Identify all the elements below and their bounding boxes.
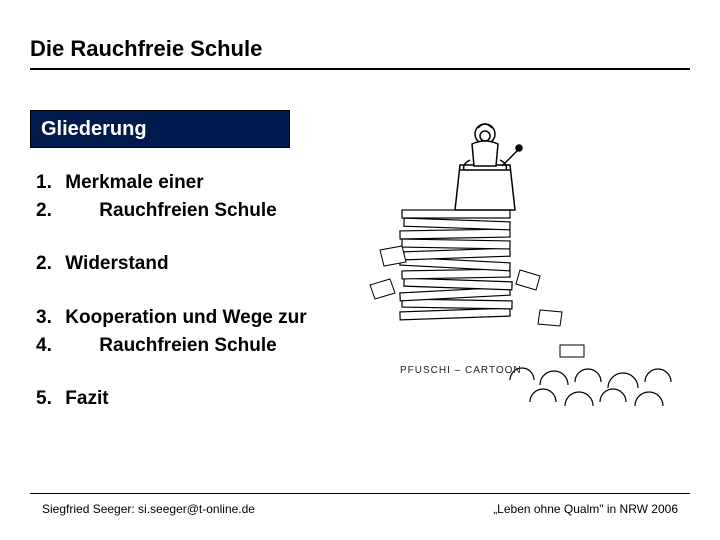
footer-right: „Leben ohne Qualm" in NRW 2006 [493, 502, 678, 516]
slide: Die Rauchfreie Schule Gliederung 1. Merk… [0, 0, 720, 540]
outline-item-3: 3. Kooperation und Wege zur 4. Rauchfrei… [36, 305, 376, 358]
outline-num-3b: 4. [36, 333, 60, 359]
subtitle-box: Gliederung [30, 110, 290, 148]
outline-text-3b: Rauchfreien Schule [65, 335, 276, 356]
outline-text-2: Widerstand [65, 253, 168, 274]
outline-text-1a: Merkmale einer [65, 172, 203, 193]
outline-num-4: 5. [36, 386, 60, 412]
page-title: Die Rauchfreie Schule [30, 36, 690, 62]
subtitle-text: Gliederung [41, 118, 147, 141]
outline-list: 1. Merkmale einer 2. Rauchfreien Schule … [36, 170, 376, 440]
outline-item-2: 2. Widerstand [36, 251, 376, 277]
outline-num-1a: 1. [36, 170, 60, 196]
outline-text-4: Fazit [65, 388, 108, 409]
outline-num-1b: 2. [36, 198, 60, 224]
title-bar: Die Rauchfreie Schule [30, 36, 690, 70]
outline-text-3a: Kooperation und Wege zur [65, 307, 306, 328]
cartoon-caption: PFUSCHI – CARTOON [400, 365, 522, 376]
outline-item-1: 1. Merkmale einer 2. Rauchfreien Schule [36, 170, 376, 223]
footer-rule [30, 493, 690, 494]
outline-num-3a: 3. [36, 305, 60, 331]
footer-left: Siegfried Seeger: si.seeger@t-online.de [42, 502, 255, 516]
outline-item-4: 5. Fazit [36, 386, 376, 412]
outline-text-1b: Rauchfreien Schule [65, 200, 276, 221]
outline-num-2: 2. [36, 251, 60, 277]
